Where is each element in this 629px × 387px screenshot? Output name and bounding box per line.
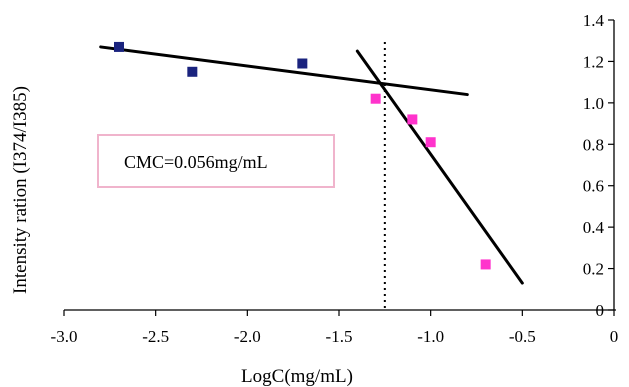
- x-tick-label: -3.0: [51, 327, 78, 346]
- x-tick-label: -1.0: [417, 327, 444, 346]
- x-tick-label: -2.5: [142, 327, 169, 346]
- x-tick-label: 0: [610, 327, 619, 346]
- data-point: [480, 259, 491, 270]
- y-tick-label: 1.2: [583, 52, 604, 71]
- data-point: [407, 114, 418, 125]
- y-tick-label: 0.6: [583, 177, 604, 196]
- x-tick-label: -1.5: [326, 327, 353, 346]
- data-point: [114, 41, 124, 52]
- y-tick-label: 0: [596, 301, 605, 320]
- fit-line: [355, 49, 524, 285]
- cmc-annotation-box: [97, 134, 335, 188]
- data-point: [370, 93, 381, 104]
- x-axis-ticks: -3.0 -2.5 -2.0 -1.5 -1.0 -0.5 0: [51, 310, 619, 346]
- y-tick-label: 0.8: [583, 135, 604, 154]
- fit-lines: [99, 45, 524, 285]
- y-tick-label: 1.0: [583, 94, 604, 113]
- data-point: [187, 66, 198, 77]
- y-axis-ticks: 0 0.2 0.4 0.6 0.8 1.0 1.2 1.4: [583, 11, 614, 320]
- data-points: [114, 41, 491, 270]
- y-axis-title: Intensity ration (I374/I385): [10, 86, 31, 294]
- cmc-annotation-text: CMC=0.056mg/mL: [124, 152, 268, 172]
- cmc-annotation: CMC=0.056mg/mL: [97, 134, 335, 188]
- y-tick-label: 1.4: [583, 11, 605, 30]
- x-axis-title: LogC(mg/mL): [241, 366, 353, 387]
- data-point: [297, 58, 308, 69]
- y-tick-label: 0.2: [583, 260, 604, 279]
- fit-line: [99, 45, 469, 97]
- data-point: [425, 137, 436, 148]
- x-tick-label: -2.0: [234, 327, 261, 346]
- y-tick-label: 0.4: [583, 218, 605, 237]
- x-tick-label: -0.5: [509, 327, 536, 346]
